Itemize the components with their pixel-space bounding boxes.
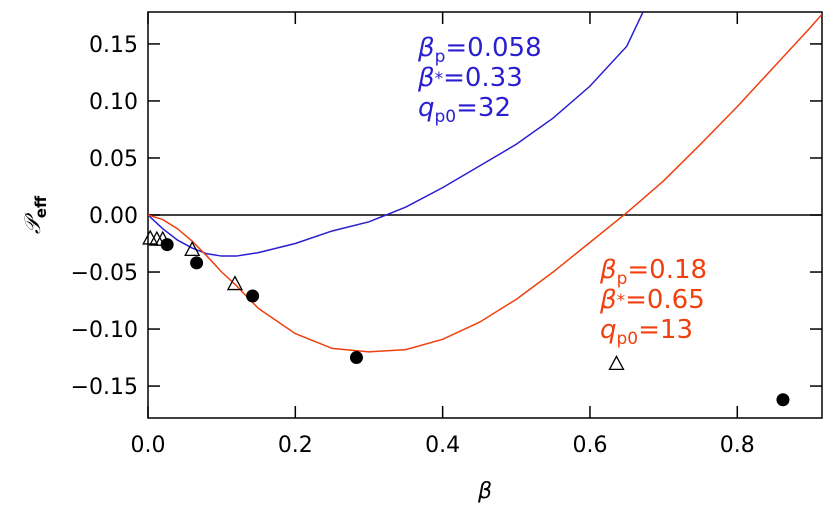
data-point xyxy=(154,230,171,246)
data-point xyxy=(776,393,790,407)
data-point xyxy=(246,289,260,303)
data-point xyxy=(190,256,204,270)
data-point xyxy=(184,240,201,257)
annotation-text: =0.18 xyxy=(627,255,707,285)
y-axis-label: 𝒫eff xyxy=(21,195,50,234)
annotation-text: =0.058 xyxy=(445,33,541,63)
y-tick-label: 0.15 xyxy=(89,33,138,58)
annotation: βp=0.18 xyxy=(599,255,707,289)
y-tick-label: −0.10 xyxy=(71,318,138,343)
annotation: βp=0.058 xyxy=(417,33,542,67)
y-tick-label: 0.10 xyxy=(89,90,138,115)
data-point xyxy=(608,355,625,371)
annotation: β*=0.65 xyxy=(599,285,705,315)
x-tick-label: 0.8 xyxy=(720,433,755,458)
annotation-subscript: p0 xyxy=(435,107,457,127)
annotation-text: =0.33 xyxy=(443,63,523,93)
curve xyxy=(148,13,822,353)
y-axis-subscript: eff xyxy=(32,195,50,218)
annotation-symbol: q xyxy=(418,93,435,123)
y-tick-label: 0.00 xyxy=(89,204,138,229)
annotation-subscript: * xyxy=(435,69,444,89)
x-axis-label: β xyxy=(477,479,492,504)
annotation: qp0=13 xyxy=(600,315,693,349)
annotation-symbol: β xyxy=(417,63,435,93)
annotation-symbol: β xyxy=(599,285,617,315)
annotation-symbol: β xyxy=(599,255,617,285)
y-tick-label: −0.05 xyxy=(71,261,138,286)
data-point xyxy=(349,351,363,365)
annotation-symbol: β xyxy=(417,33,435,63)
annotation-subscript: * xyxy=(617,291,626,311)
data-point xyxy=(142,229,159,245)
y-tick-label: 0.05 xyxy=(89,147,138,172)
x-tick-label: 0.2 xyxy=(278,433,313,458)
data-point xyxy=(226,275,244,291)
x-tick-label: 0.6 xyxy=(572,433,607,458)
annotation-text: =0.65 xyxy=(625,285,705,315)
x-tick-label: 0.4 xyxy=(425,433,460,458)
x-tick-label: 0.0 xyxy=(131,433,166,458)
annotation-subscript: p xyxy=(435,47,446,67)
annotation-text: =13 xyxy=(638,315,693,345)
curve xyxy=(148,12,644,257)
y-tick-label: −0.15 xyxy=(71,375,138,400)
annotation: qp0=32 xyxy=(418,93,511,127)
annotation-text: =32 xyxy=(456,93,511,123)
annotation-subscript: p0 xyxy=(617,329,639,349)
annotation-symbol: q xyxy=(600,315,617,345)
annotation: β*=0.33 xyxy=(417,63,523,93)
annotation-subscript: p xyxy=(617,269,628,289)
